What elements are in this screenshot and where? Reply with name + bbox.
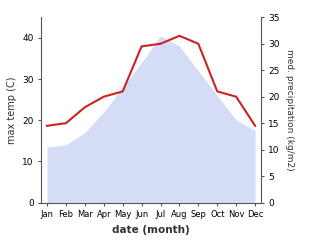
Y-axis label: med. precipitation (kg/m2): med. precipitation (kg/m2)	[285, 49, 294, 171]
Y-axis label: max temp (C): max temp (C)	[7, 76, 17, 144]
X-axis label: date (month): date (month)	[112, 225, 190, 235]
